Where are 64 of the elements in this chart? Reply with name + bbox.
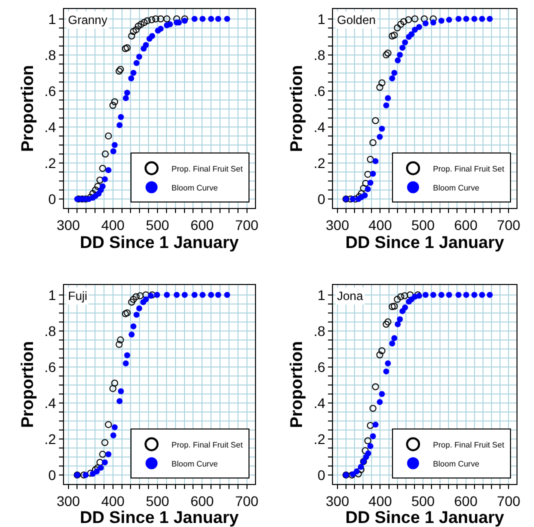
x-tick-label: 700 <box>235 492 259 509</box>
legend-label: Prop. Final Fruit Set <box>172 440 244 450</box>
legend-label: Bloom Curve <box>172 459 218 468</box>
x-tick-label: 400 <box>101 216 125 233</box>
y-tick-label: .2 <box>314 430 326 447</box>
x-axis-title: DD Since 1 January <box>345 508 505 527</box>
y-tick-label: .2 <box>314 154 326 171</box>
y-tick-label: .8 <box>44 46 56 63</box>
x-axis-title: DD Since 1 January <box>80 232 240 252</box>
y-tick-label: .6 <box>314 82 326 99</box>
y-tick-label: .6 <box>44 82 56 99</box>
y-tick-label: 0 <box>318 190 326 207</box>
y-tick-label: 1 <box>48 286 56 303</box>
y-tick-label: .8 <box>44 322 56 339</box>
chart-title: Golden <box>337 13 376 27</box>
legend-label: Prop. Final Fruit Set <box>433 164 505 174</box>
y-tick-label: .4 <box>44 394 56 411</box>
x-tick-label: 300 <box>326 492 350 509</box>
x-tick-label: 700 <box>496 216 520 233</box>
x-axis-title: DD Since 1 January <box>80 508 240 527</box>
x-tick-label: 700 <box>235 216 259 233</box>
legend-label: Prop. Final Fruit Set <box>172 164 244 174</box>
legend-label: Bloom Curve <box>433 183 480 192</box>
y-tick-label: 1 <box>318 10 326 27</box>
y-tick-label: 0 <box>318 466 326 483</box>
x-tick-label: 600 <box>190 492 214 509</box>
y-axis-title: Proportion <box>287 341 306 428</box>
x-tick-label: 500 <box>411 492 435 509</box>
y-tick-label: .8 <box>314 322 326 339</box>
y-tick-label: 0 <box>48 190 56 207</box>
x-tick-label: 600 <box>454 216 478 233</box>
x-tick-label: 500 <box>146 216 170 233</box>
y-tick-label: 1 <box>48 10 56 27</box>
y-axis-title: Proportion <box>287 65 306 152</box>
x-axis-title: DD Since 1 January <box>345 232 505 252</box>
x-tick-label: 700 <box>496 492 520 509</box>
chart-title: Jona <box>337 289 364 303</box>
y-axis-title: Proportion <box>18 65 37 152</box>
x-tick-label: 600 <box>190 216 214 233</box>
x-tick-label: 400 <box>101 492 125 509</box>
y-tick-label: .8 <box>314 46 326 63</box>
legend-label: Bloom Curve <box>172 183 218 192</box>
x-tick-label: 500 <box>411 216 435 233</box>
legend-label: Bloom Curve <box>433 459 480 468</box>
y-tick-label: 1 <box>318 286 326 303</box>
y-tick-label: 0 <box>48 466 56 483</box>
x-tick-label: 400 <box>368 492 392 509</box>
y-tick-label: .4 <box>314 118 326 135</box>
x-tick-label: 300 <box>56 492 80 509</box>
y-tick-label: .2 <box>44 430 56 447</box>
x-tick-label: 300 <box>326 216 350 233</box>
chart-title: Granny <box>68 13 108 27</box>
y-axis-title: Proportion <box>18 341 37 428</box>
y-tick-label: .2 <box>44 154 56 171</box>
y-tick-label: .6 <box>44 358 56 375</box>
y-tick-label: .4 <box>314 394 326 411</box>
x-tick-label: 500 <box>146 492 170 509</box>
x-tick-label: 600 <box>454 492 478 509</box>
y-tick-label: .4 <box>44 118 56 135</box>
x-tick-label: 300 <box>56 216 80 233</box>
y-tick-label: .6 <box>314 358 326 375</box>
chart-title: Fuji <box>68 289 88 303</box>
x-tick-label: 400 <box>368 216 392 233</box>
legend-label: Prop. Final Fruit Set <box>433 440 505 450</box>
